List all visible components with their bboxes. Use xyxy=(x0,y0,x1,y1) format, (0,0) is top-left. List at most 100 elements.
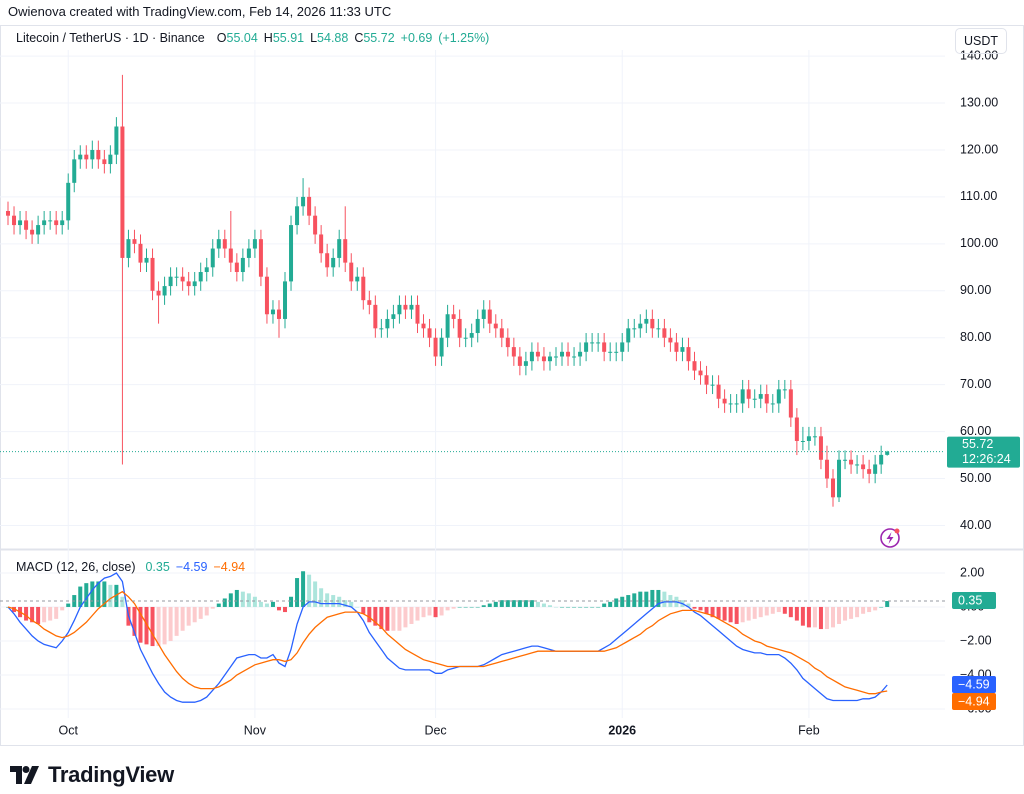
currency-button[interactable]: USDT xyxy=(955,28,1008,54)
histogram-bar xyxy=(319,588,324,607)
y-tick-label: 130.00 xyxy=(960,95,998,109)
candle-body xyxy=(30,229,35,235)
y-tick-label: 140.00 xyxy=(960,48,998,62)
ohlc-item: L 54.88 xyxy=(310,31,348,45)
histogram-bar xyxy=(367,606,372,623)
candle-body xyxy=(258,239,263,277)
histogram-bar xyxy=(42,606,47,623)
candle-body xyxy=(42,220,47,226)
candle-body xyxy=(614,351,619,353)
change: +0.69 xyxy=(400,31,433,45)
candle-body xyxy=(379,328,384,330)
candle-body xyxy=(289,225,294,282)
candle-body xyxy=(433,337,438,357)
candle-body xyxy=(270,309,275,315)
histogram-bar xyxy=(276,606,281,611)
histogram-bar xyxy=(764,606,769,616)
histogram-bar xyxy=(421,606,426,618)
histogram-bar xyxy=(138,606,143,643)
candle-body xyxy=(307,196,312,216)
candle-body xyxy=(794,417,799,441)
candle-body xyxy=(264,276,269,315)
histogram-bar xyxy=(30,606,35,623)
candle-body xyxy=(12,215,17,226)
candle-body xyxy=(343,239,348,263)
last-price-label: 55.72 xyxy=(962,437,993,451)
histogram-bar xyxy=(445,606,450,611)
histogram-bar xyxy=(686,603,691,607)
candle-body xyxy=(481,309,486,319)
candle-body xyxy=(499,328,504,338)
histogram-bar xyxy=(650,589,655,607)
candle-body xyxy=(788,389,793,418)
candle-body xyxy=(355,276,360,282)
histogram-bar xyxy=(849,606,854,619)
candle-body xyxy=(698,370,703,376)
candle-body xyxy=(680,347,685,352)
candle-body xyxy=(758,394,763,399)
signal-line xyxy=(7,590,888,695)
histogram-bar xyxy=(439,606,444,616)
candle-body xyxy=(114,126,119,155)
histogram-bar xyxy=(216,603,221,607)
candle-body xyxy=(391,314,396,319)
histogram-bar xyxy=(132,606,137,636)
histogram-bar xyxy=(102,581,107,607)
histogram-bar xyxy=(511,600,516,607)
histogram-bar xyxy=(240,591,245,607)
candle-body xyxy=(144,257,149,263)
candle-body xyxy=(361,276,366,301)
histogram-bar xyxy=(704,606,709,614)
countdown: 12:26:24 xyxy=(962,452,1011,466)
histogram-bar xyxy=(662,591,667,607)
histogram-bar xyxy=(584,606,589,608)
histogram-bar xyxy=(54,606,59,619)
y-tick-label: 100.00 xyxy=(960,236,998,250)
macd-line xyxy=(7,572,888,703)
histogram-bar xyxy=(746,606,751,621)
histogram-bar xyxy=(469,606,474,608)
candle-body xyxy=(686,347,691,362)
ohlc-item: O 55.04 xyxy=(217,31,258,45)
candle-body xyxy=(529,351,534,362)
histogram-bar xyxy=(794,606,799,621)
histogram-bar xyxy=(222,598,227,607)
y-tick-label: 90.00 xyxy=(960,283,991,297)
candle-body xyxy=(24,220,29,230)
histogram-bar xyxy=(415,606,420,621)
histogram-bar xyxy=(626,595,631,607)
last-price-badge xyxy=(947,436,1020,468)
candle-body xyxy=(716,384,721,399)
histogram-bar xyxy=(198,606,203,619)
histogram-bar xyxy=(668,595,673,607)
histogram-bar xyxy=(264,603,269,607)
histogram-bar xyxy=(78,586,83,607)
signal-label: −4.94 xyxy=(958,694,990,708)
candle-body xyxy=(824,459,829,479)
candle-body xyxy=(90,149,95,160)
histogram-bar xyxy=(186,606,191,626)
candle-body xyxy=(228,248,233,263)
candle-body xyxy=(222,239,227,249)
ohlc-key: C xyxy=(354,31,364,45)
histogram-bar xyxy=(752,606,757,619)
candle-body xyxy=(276,309,281,319)
candle-body xyxy=(48,220,53,222)
histogram-bar xyxy=(505,600,510,607)
candle-body xyxy=(674,342,679,352)
histogram-bar xyxy=(355,606,360,608)
candle-body xyxy=(6,210,11,216)
x-tick-label: Feb xyxy=(798,723,820,737)
histogram-bar xyxy=(301,571,306,607)
candle-body xyxy=(66,182,71,221)
histogram-bar xyxy=(499,600,504,607)
histogram-bar xyxy=(608,601,613,607)
candle-body xyxy=(234,262,239,273)
ohlc-value: 54.88 xyxy=(317,31,349,45)
candle-body xyxy=(650,318,655,329)
candle-body xyxy=(806,436,811,441)
candle-body xyxy=(373,304,378,329)
histogram-bar xyxy=(60,606,65,611)
histogram-bar xyxy=(331,595,336,607)
